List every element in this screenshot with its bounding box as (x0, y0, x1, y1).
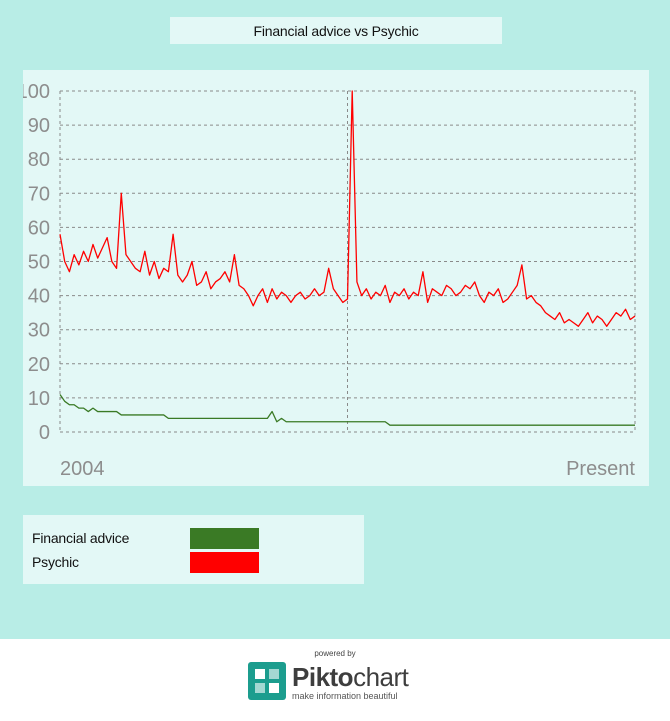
legend-label: Financial advice (32, 530, 130, 546)
y-tick-label: 0 (39, 422, 50, 444)
piktochart-brand[interactable]: Piktochart make information beautiful (248, 662, 428, 706)
series-line-financial-advice (59, 394, 635, 426)
piktochart-logo-icon (248, 662, 286, 700)
brand-tagline: make information beautiful (292, 691, 398, 701)
legend: Financial advice Psychic (23, 515, 364, 584)
legend-swatch-red (190, 551, 259, 573)
legend-item-psychic: Psychic (32, 551, 259, 573)
legend-item-financial-advice: Financial advice (32, 527, 259, 549)
x-end-label: Present (566, 458, 635, 480)
y-tick-label: 20 (28, 354, 50, 376)
y-tick-label: 100 (23, 81, 50, 103)
y-tick-label: 50 (28, 252, 50, 274)
brand-name-part1: Pikto (292, 662, 354, 692)
y-tick-label: 80 (28, 149, 50, 171)
y-tick-label: 60 (28, 217, 50, 239)
brand-name: Piktochart (292, 662, 409, 693)
legend-swatch-green (190, 527, 259, 549)
legend-label: Psychic (32, 554, 79, 570)
chart-title: Financial advice vs Psychic (170, 17, 502, 44)
chart-panel: 0 10 20 30 40 50 60 70 80 90 100 2004 Present (23, 70, 649, 486)
brand-name-part2: chart (353, 662, 409, 692)
y-tick-label: 10 (28, 388, 50, 410)
y-tick-label: 90 (28, 115, 50, 137)
series-line-psychic (59, 90, 636, 327)
y-tick-label: 30 (28, 320, 50, 342)
y-tick-label: 70 (28, 183, 50, 205)
footer: powered by Piktochart make information b… (0, 639, 670, 721)
x-start-label: 2004 (60, 458, 105, 480)
line-chart: 0 10 20 30 40 50 60 70 80 90 100 2004 Present (23, 81, 636, 480)
y-tick-label: 40 (28, 286, 50, 308)
powered-by-text: powered by (314, 649, 356, 658)
